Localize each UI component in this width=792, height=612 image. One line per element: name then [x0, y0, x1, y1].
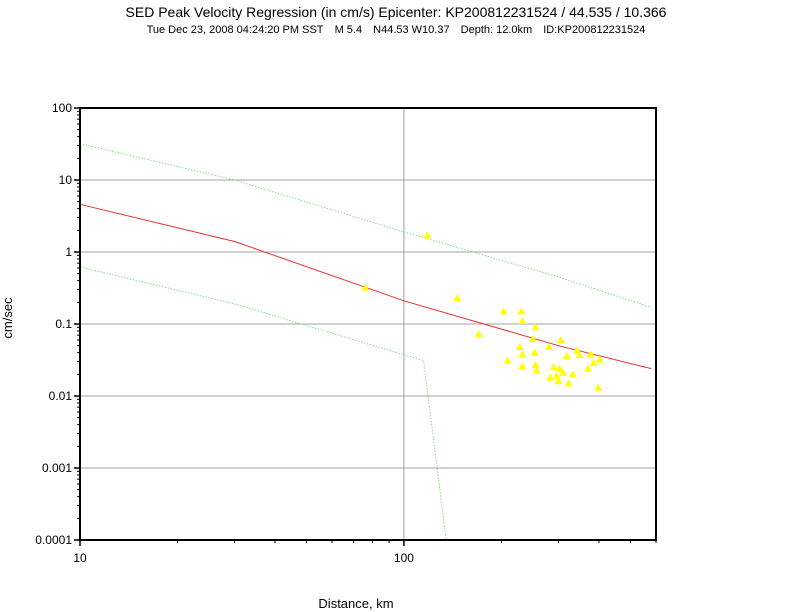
station-point [575, 351, 584, 359]
station-point [595, 355, 604, 363]
y-tick-label: 0.1 [55, 317, 72, 331]
station-point [572, 346, 581, 354]
station-points [361, 231, 604, 391]
station-point [503, 356, 512, 364]
station-point [552, 371, 561, 379]
station-point [549, 363, 558, 371]
x-tick-label: 10 [73, 551, 87, 565]
station-point [499, 307, 508, 315]
station-point [423, 231, 432, 239]
station-point [554, 377, 563, 385]
station-point [562, 351, 571, 359]
station-point [544, 342, 553, 350]
station-point [568, 370, 577, 378]
event-magnitude: M 5.4 [334, 24, 363, 36]
station-point [556, 335, 565, 343]
axis-ticks: 0.0001 0.001 0.01 0.1 1 10 100 10 100 [35, 101, 657, 565]
station-point [518, 350, 527, 358]
station-point [546, 373, 555, 381]
grid [80, 107, 656, 541]
station-point [517, 307, 526, 315]
station-point [528, 334, 537, 342]
station-point [474, 330, 483, 338]
station-point [531, 360, 540, 368]
y-axis-label: cm/sec [0, 297, 15, 339]
station-point [453, 293, 462, 301]
station-point [594, 383, 603, 391]
station-point [518, 362, 527, 370]
chart-subtitle: Tue Dec 23, 2008 04:24:20 PM SST M 5.4 N… [0, 24, 792, 36]
y-tick-label: 0.0001 [35, 533, 72, 547]
station-point [583, 364, 592, 372]
station-point [589, 358, 598, 366]
event-datetime: Tue Dec 23, 2008 04:24:20 PM SST [146, 24, 324, 36]
station-point [587, 350, 595, 358]
station-point [515, 342, 524, 350]
station-point [532, 365, 541, 373]
y-tick-label: 100 [52, 101, 72, 115]
x-axis-label: Distance, km [318, 596, 393, 611]
station-point [361, 283, 370, 291]
x-tick-label: 100 [394, 551, 414, 565]
event-id: ID:KP200812231524 [543, 24, 646, 36]
station-point [531, 323, 540, 331]
station-point [555, 364, 564, 372]
y-tick-label: 0.01 [49, 389, 73, 403]
chart-title: SED Peak Velocity Regression (in cm/s) E… [125, 4, 667, 20]
y-tick-label: 10 [59, 173, 73, 187]
station-point [564, 379, 573, 387]
lower-bound-line [79, 266, 447, 541]
station-point [530, 348, 539, 356]
y-tick-label: 1 [65, 245, 72, 259]
station-point [559, 368, 568, 376]
event-location: N44.53 W10.37 [373, 24, 450, 36]
upper-bound-line [79, 143, 652, 308]
y-tick-label: 0.001 [42, 461, 72, 475]
station-point [518, 317, 527, 325]
event-depth: Depth: 12.0km [460, 24, 533, 36]
confidence-bounds [79, 143, 652, 541]
